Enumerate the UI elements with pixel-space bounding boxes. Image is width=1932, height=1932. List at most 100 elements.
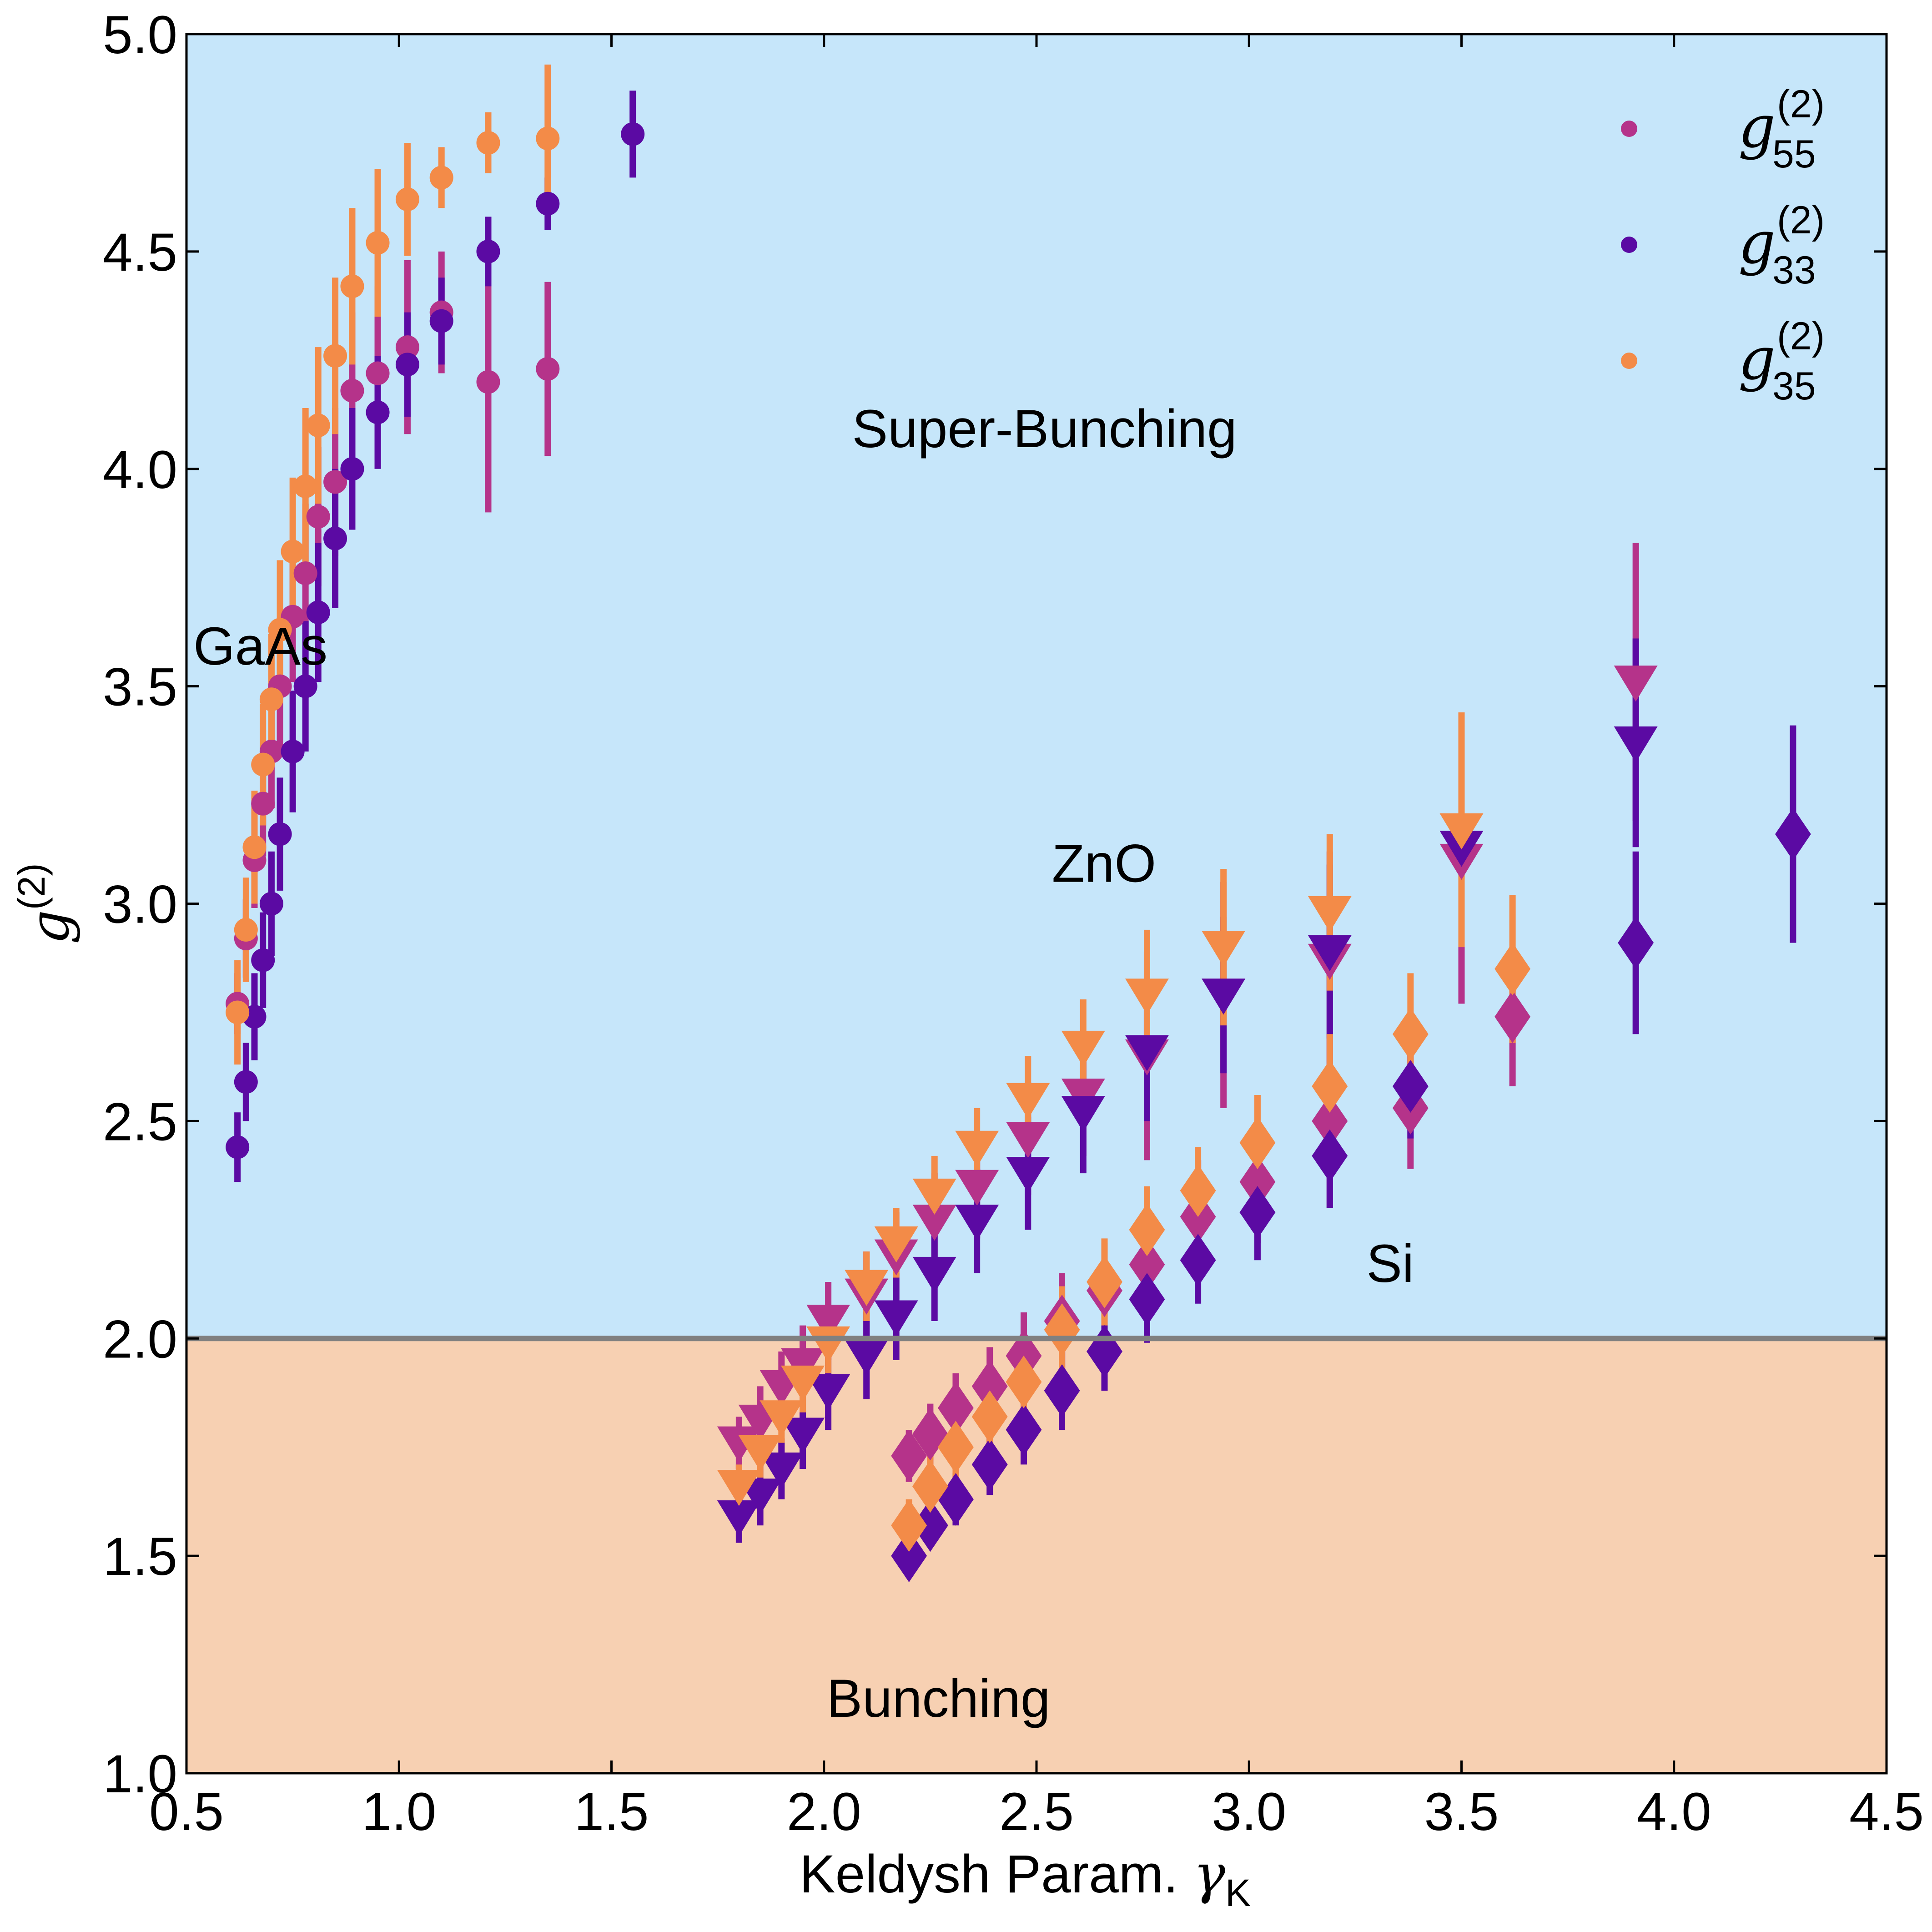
zno-g35-triangle-down-point (1308, 896, 1352, 932)
gaas-g55-point (251, 792, 275, 816)
si-g35-diamond-point (1129, 1203, 1165, 1256)
si-g35-diamond-point (912, 1460, 948, 1513)
gaas-g33-point (234, 1070, 258, 1094)
zno-g33-triangle-down-point (874, 1300, 918, 1337)
zno-g35-triangle-down-point (781, 1365, 825, 1402)
y-tick-label: 2.5 (103, 1092, 177, 1152)
legend-label-sup: (2) (1777, 314, 1825, 358)
gaas-g33-point (340, 457, 364, 481)
zno-g55-triangle-down-point (955, 1170, 999, 1206)
x-tick-label: 3.0 (1212, 1782, 1286, 1842)
y-tick-label: 2.0 (103, 1309, 177, 1369)
gaas-g35-point (340, 274, 364, 298)
si-g35-diamond-point (1392, 1008, 1429, 1061)
zno-g33-triangle-down-point (806, 1374, 850, 1411)
legend-label-sub: 35 (1772, 364, 1816, 408)
zno-g35-triangle-down-point (738, 1435, 782, 1471)
zno-g33-triangle-down-point (1006, 1157, 1050, 1193)
legend-entry-g33: g (2) 33 (1621, 198, 1825, 292)
bunching-region (186, 1338, 1887, 1773)
y-tick-labels: 1.0 1.5 2.0 2.5 3.0 3.5 4.0 4.5 5.0 (103, 5, 177, 1804)
legend-label-sup: (2) (1777, 82, 1825, 126)
gaas-g33-point (323, 526, 347, 550)
si-g33-diamond-point (1239, 1186, 1276, 1239)
si-g33-diamond-point (938, 1473, 974, 1526)
gaas-g35-point (251, 752, 275, 777)
annotation-zno: ZnO (1052, 834, 1157, 894)
gaas-g33-point (226, 1135, 250, 1159)
y-tick-label: 1.5 (103, 1527, 177, 1587)
si-g35-diamond-point (971, 1390, 1008, 1443)
si-g35-diamond-point (1312, 1059, 1348, 1113)
zno-g35-triangle-down-point (1125, 979, 1169, 1015)
gaas-g35-point (259, 687, 283, 711)
si-g33-diamond-point (1392, 1059, 1429, 1113)
si-g33-diamond-point (1312, 1129, 1348, 1182)
si-g55-diamond-point (971, 1360, 1008, 1413)
x-tick-label: 0.5 (149, 1782, 224, 1842)
zno-g33-triangle-down-point (1061, 1096, 1105, 1132)
gaas-g33-point (251, 948, 275, 972)
y-tick-label: 3.0 (103, 875, 177, 935)
data-markers (226, 122, 1811, 1583)
gaas-g35-point (226, 1000, 250, 1024)
annotation-super-bunching: Super-Bunching (852, 399, 1237, 459)
x-tick-label: 2.5 (999, 1782, 1074, 1842)
zno-g33-triangle-down-point (1308, 935, 1352, 971)
zno-g33-triangle-down-point (1202, 979, 1246, 1015)
y-tick-label: 5.0 (103, 5, 177, 65)
si-g35-diamond-point (1239, 1116, 1276, 1170)
si-g35-diamond-point (1180, 1164, 1216, 1217)
zno-g35-triangle-down-point (1061, 1030, 1105, 1067)
x-axis-title: Keldysh Param. γK (800, 1842, 1251, 1914)
si-g55-diamond-point (938, 1382, 974, 1435)
si-g35-diamond-point (891, 1499, 927, 1552)
zno-g35-triangle-down-point (912, 1178, 956, 1215)
gaas-g35-point (281, 540, 305, 564)
si-g33-diamond-point (971, 1438, 1008, 1491)
zno-g35-triangle-down-point (845, 1270, 889, 1306)
gaas-g35-point (268, 618, 292, 642)
annotation-si: Si (1366, 1234, 1414, 1294)
si-g55-diamond-point (891, 1429, 927, 1483)
si-g55-diamond-point (1312, 1095, 1348, 1148)
gaas-g35-point (536, 126, 560, 151)
x-tick-label: 1.5 (574, 1782, 649, 1842)
zno-g35-triangle-down-point (760, 1400, 804, 1437)
si-g55-diamond-point (1239, 1155, 1276, 1209)
zno-g33-triangle-down-point (1125, 1035, 1169, 1071)
gaas-g35-point (306, 414, 330, 438)
legend-label-sub: 55 (1772, 132, 1816, 176)
si-g55-diamond-point (1494, 990, 1531, 1043)
x-axis-title-symbol: γ (1193, 1842, 1226, 1905)
annotation-bunching: Bunching (826, 1669, 1050, 1729)
zno-g35-triangle-down-point (806, 1326, 850, 1363)
gaas-g55-point (293, 561, 317, 585)
zno-g33-triangle-down-point (955, 1205, 999, 1241)
gaas-g33-point (306, 600, 330, 625)
si-g33-diamond-point (912, 1499, 948, 1552)
legend-label-sub: 33 (1772, 248, 1816, 292)
legend-label-sup: (2) (1777, 198, 1825, 242)
gaas-g35-point (395, 187, 419, 212)
x-tick-label: 3.5 (1424, 1782, 1499, 1842)
zno-g35-triangle-down-point (1006, 1083, 1050, 1119)
legend-label-base: g (1738, 325, 1776, 393)
zno-g33-triangle-down-point (781, 1417, 825, 1454)
legend-marker-g35 (1621, 353, 1637, 369)
si-g33-diamond-point (1129, 1273, 1165, 1326)
legend: g (2) 55 g (2) 33 g (2) 35 (1621, 82, 1825, 408)
gaas-g55-point (476, 370, 500, 394)
gaas-g55-point (536, 357, 560, 381)
x-tick-label: 2.0 (787, 1782, 861, 1842)
zno-g33-triangle-down-point (912, 1256, 956, 1293)
zno-g55-triangle-down-point (1006, 1122, 1050, 1158)
x-tick-label: 4.0 (1637, 1782, 1711, 1842)
legend-label-base: g (1738, 93, 1776, 161)
si-g35-diamond-point (1044, 1303, 1080, 1357)
super-bunching-region (186, 34, 1887, 1339)
x-tick-label: 1.0 (362, 1782, 436, 1842)
si-g35-diamond-point (1494, 942, 1531, 995)
y-axis-title-main: g (18, 910, 81, 944)
